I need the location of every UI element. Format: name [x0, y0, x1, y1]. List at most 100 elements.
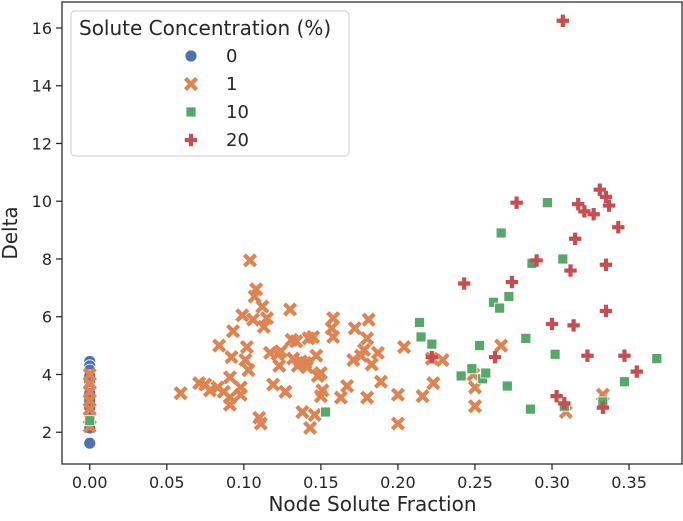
point-series-10-5 — [455, 370, 467, 382]
x-tick-label: 0.00 — [72, 473, 108, 492]
point-series-10-19 — [549, 348, 561, 360]
point-series-1-74 — [390, 416, 406, 431]
point-series-20-22 — [602, 199, 616, 212]
y-tick-label: 2 — [42, 423, 52, 442]
point-series-1-24 — [241, 363, 256, 378]
point-series-1-70 — [364, 357, 379, 372]
point-series-1-23 — [239, 339, 254, 355]
point-series-1-15 — [222, 370, 238, 385]
point-series-1-16 — [222, 397, 238, 412]
point-series-10-9 — [480, 367, 492, 379]
point-series-10-6 — [466, 363, 478, 375]
point-series-1-32 — [256, 319, 271, 334]
point-series-1-37 — [272, 358, 287, 373]
point-series-0-12 — [83, 436, 97, 450]
point-series-10-13 — [501, 380, 513, 392]
point-series-1-64 — [347, 321, 362, 336]
point-series-20-0 — [425, 350, 439, 364]
legend-marker-1 — [183, 76, 199, 92]
point-series-20-2 — [488, 350, 502, 364]
point-series-20-13 — [572, 197, 585, 211]
point-series-10-14 — [503, 291, 515, 302]
y-tick-label: 4 — [42, 365, 52, 384]
point-series-20-19 — [599, 190, 613, 204]
point-series-1-69 — [360, 331, 375, 346]
point-series-1-46 — [295, 404, 310, 420]
y-tick-label: 16 — [32, 19, 52, 38]
point-series-10-11 — [494, 302, 506, 314]
point-series-20-11 — [567, 319, 580, 332]
point-series-1-30 — [253, 416, 268, 431]
point-series-1-17 — [224, 350, 239, 365]
point-series-20-1 — [457, 277, 471, 290]
point-series-10-1 — [320, 406, 331, 418]
axes: 0.00 0.05 0.10 0.15 0.20 0.25 0.30 0.3524681012… — [0, 19, 647, 516]
point-series-10-23 — [619, 376, 630, 388]
point-series-1-52 — [307, 407, 322, 422]
legend-title: Solute Concentration (%) — [79, 16, 331, 40]
y-tick-label: 6 — [42, 308, 52, 327]
data-points — [82, 14, 663, 450]
point-series-1-20 — [233, 387, 248, 402]
point-series-10-18 — [541, 197, 553, 209]
point-series-1-62 — [339, 378, 355, 394]
point-series-20-23 — [612, 221, 625, 234]
point-series-20-17 — [593, 183, 606, 196]
point-series-1-59 — [326, 311, 341, 326]
point-series-20-21 — [599, 258, 613, 271]
point-series-1-31 — [255, 299, 270, 314]
legend-label-10: 10 — [226, 102, 249, 123]
y-tick-label: 12 — [32, 134, 52, 153]
point-series-20-24 — [618, 349, 631, 362]
point-series-10-2 — [414, 317, 425, 328]
point-series-1-33 — [259, 311, 275, 326]
x-tick-label: 0.25 — [457, 473, 493, 492]
point-series-20-4 — [510, 196, 523, 209]
point-series-20-5 — [530, 254, 543, 267]
x-tick-label: 0.35 — [611, 473, 647, 492]
legend-marker-20 — [184, 133, 198, 147]
point-series-20-6 — [545, 317, 559, 331]
point-series-1-67 — [360, 390, 375, 405]
point-series-1-18 — [225, 324, 241, 339]
y-axis-label: Delta — [0, 206, 22, 259]
legend-label-20: 20 — [226, 130, 249, 151]
point-series-20-25 — [630, 365, 643, 378]
legend-marker-0 — [184, 49, 198, 63]
x-axis-label: Node Solute Fraction — [268, 492, 476, 516]
point-series-1-83 — [494, 338, 509, 353]
point-series-10-20 — [557, 253, 569, 265]
point-series-10-24 — [651, 353, 663, 365]
legend-box — [70, 10, 350, 157]
y-tick-label: 8 — [42, 250, 52, 269]
point-series-1-73 — [390, 387, 406, 402]
point-series-1-38 — [273, 344, 288, 359]
y-tick-label: 10 — [32, 192, 52, 211]
point-series-20-15 — [581, 349, 594, 362]
plot-frame — [61, 1, 683, 465]
point-series-1-57 — [315, 383, 330, 398]
point-series-20-7 — [550, 389, 563, 403]
point-series-1-43 — [289, 334, 304, 349]
legend: Solute Concentration (%) 0 1 10 20 — [70, 10, 350, 157]
point-series-20-9 — [558, 397, 571, 410]
point-series-1-22 — [238, 352, 253, 368]
point-series-10-16 — [525, 403, 536, 415]
point-series-10-3 — [415, 331, 427, 343]
legend-label-0: 0 — [226, 46, 237, 67]
point-series-20-8 — [556, 14, 570, 27]
point-series-10-10 — [488, 296, 499, 308]
legend-label-1: 1 — [226, 74, 237, 95]
point-series-10-7 — [474, 340, 485, 352]
point-series-1-79 — [435, 352, 450, 368]
point-series-1-26 — [245, 312, 261, 327]
point-series-1-61 — [333, 390, 348, 405]
x-tick-label: 0.30 — [534, 473, 570, 492]
point-series-1-71 — [370, 345, 385, 360]
point-series-1-82 — [467, 399, 483, 414]
point-series-20-14 — [578, 205, 591, 218]
point-series-1-50 — [303, 420, 318, 435]
point-series-1-7 — [173, 386, 188, 401]
point-series-10-4 — [426, 338, 438, 350]
